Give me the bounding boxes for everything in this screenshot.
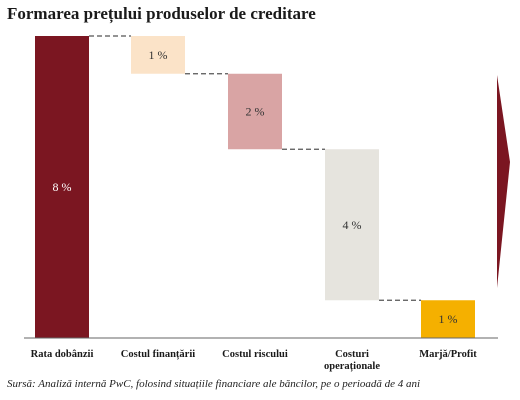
bar [35,36,89,338]
bar [325,149,379,301]
data-label: 4 % [343,218,362,232]
tick-label: Costul riscului [222,349,288,360]
bar [228,73,282,150]
bar [131,36,185,74]
arrow-decoration [497,75,510,288]
data-label: 1 % [149,48,168,62]
tick-label: Costuri operaționale [324,349,380,372]
bar [421,300,475,338]
tick-label: Costul finanțării [121,349,195,360]
data-label: 1 % [439,312,458,326]
data-label: 2 % [246,105,265,119]
source-note: Sursă: Analiză internă PwC, folosind sit… [7,378,421,390]
tick-label: Rata dobânzii [31,349,94,360]
data-label: 8 % [53,180,72,194]
tick-label: Marjă/Profit [419,349,477,360]
chart-title: Formarea prețului produselor de creditar… [7,4,316,23]
